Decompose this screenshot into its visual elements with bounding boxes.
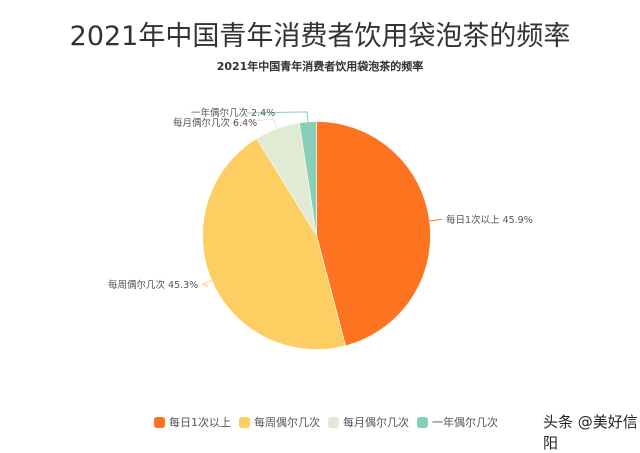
leader-line-1	[201, 279, 212, 287]
legend-swatch-icon	[154, 416, 165, 428]
legend-label: 每周偶尔几次	[254, 416, 320, 429]
legend-label: 每月偶尔几次	[343, 416, 409, 429]
legend-label: 一年偶尔几次	[432, 416, 498, 429]
page-title: 2021年中国青年消费者饮用袋泡茶的频率	[69, 21, 571, 52]
pie-slice-3[interactable]	[299, 121, 317, 236]
legend-item-daily[interactable]: 每日1次以上	[154, 414, 231, 430]
legend-item-weekly[interactable]: 每周偶尔几次	[239, 414, 320, 430]
pie-slice-1[interactable]	[202, 138, 346, 350]
legend-item-monthly[interactable]: 每月偶尔几次	[328, 414, 409, 430]
pie-slices	[202, 121, 431, 350]
legend-label: 每日1次以上	[169, 416, 231, 429]
data-labels: 每日1次以上 45.9% 每周偶尔几次 45.3% 每月偶尔几次 6.4% 一年…	[108, 107, 533, 291]
leader-line-3	[246, 111, 309, 122]
legend-swatch-icon	[417, 416, 428, 428]
label-leader-lines	[201, 111, 443, 287]
leader-line-0	[429, 218, 443, 222]
data-label-monthly: 每月偶尔几次 6.4%	[173, 117, 257, 129]
leader-line-2	[229, 118, 278, 129]
watermark: 头条 @美好信阳	[543, 413, 638, 452]
legend-item-yearly[interactable]: 一年偶尔几次	[417, 414, 498, 430]
data-label-daily: 每日1次以上 45.9%	[446, 214, 533, 226]
legend-swatch-icon	[239, 416, 250, 428]
pie-chart: 每日1次以上 45.9% 每周偶尔几次 45.3% 每月偶尔几次 6.4% 一年…	[108, 107, 533, 350]
legend-swatch-icon	[328, 416, 339, 428]
data-label-yearly: 一年偶尔几次 2.4%	[191, 107, 275, 119]
chart-title: 2021年中国青年消费者饮用袋泡茶的频率	[216, 60, 424, 73]
pie-slice-0[interactable]	[316, 121, 431, 347]
data-label-weekly: 每周偶尔几次 45.3%	[108, 279, 198, 291]
chart-legend: 每日1次以上 每周偶尔几次 每月偶尔几次 一年偶尔几次	[154, 414, 506, 430]
